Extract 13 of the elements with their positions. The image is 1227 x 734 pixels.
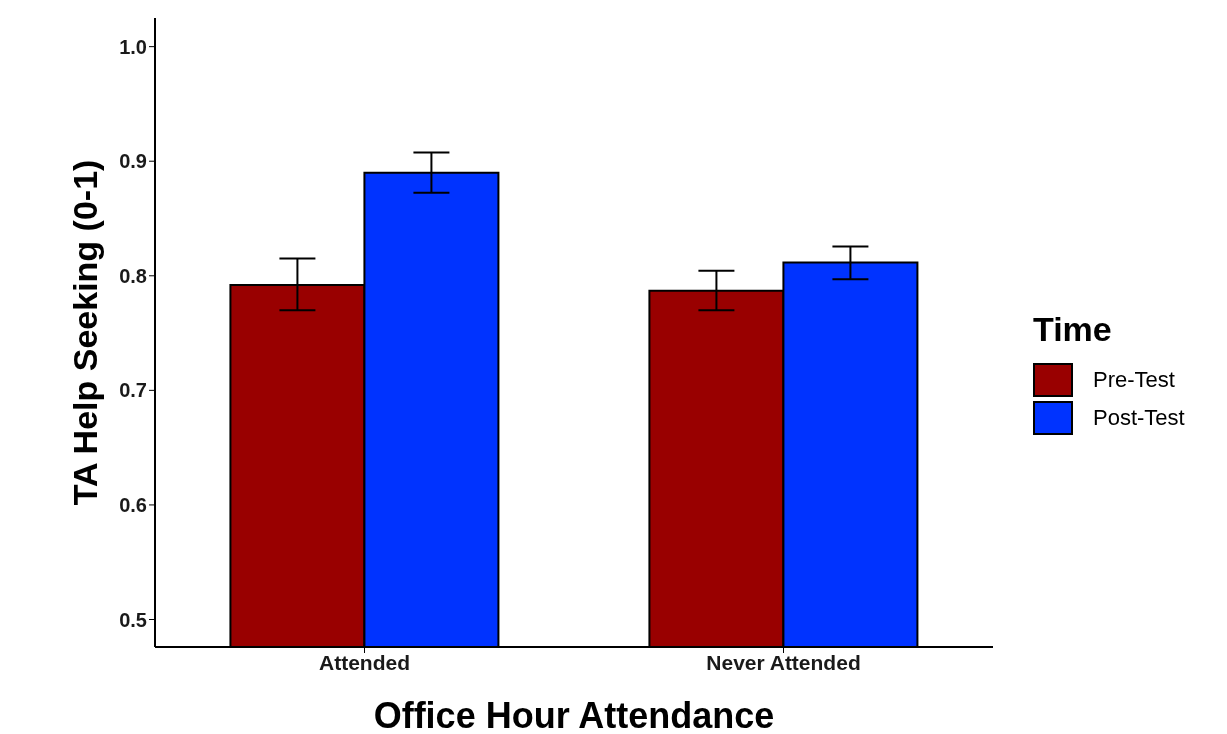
legend-label: Post-Test <box>1093 404 1185 431</box>
x-axis-title: Office Hour Attendance <box>373 695 775 734</box>
y-tick-label: 0.6 <box>119 494 147 517</box>
legend-label: Pre-Test <box>1093 366 1175 393</box>
y-axis-title: TA Help Seeking (0-1) <box>66 159 105 506</box>
y-tick-label: 0.9 <box>119 150 147 173</box>
legend-title: Time <box>1033 309 1113 349</box>
y-tick-label: 0.8 <box>119 264 147 287</box>
y-tick-label: 0.7 <box>119 379 147 402</box>
x-tick-label: Never Attended <box>706 650 861 674</box>
x-tick-label: Attended <box>319 650 410 674</box>
y-tick-label: 1.0 <box>119 35 147 58</box>
y-tick-label: 0.5 <box>119 608 147 631</box>
